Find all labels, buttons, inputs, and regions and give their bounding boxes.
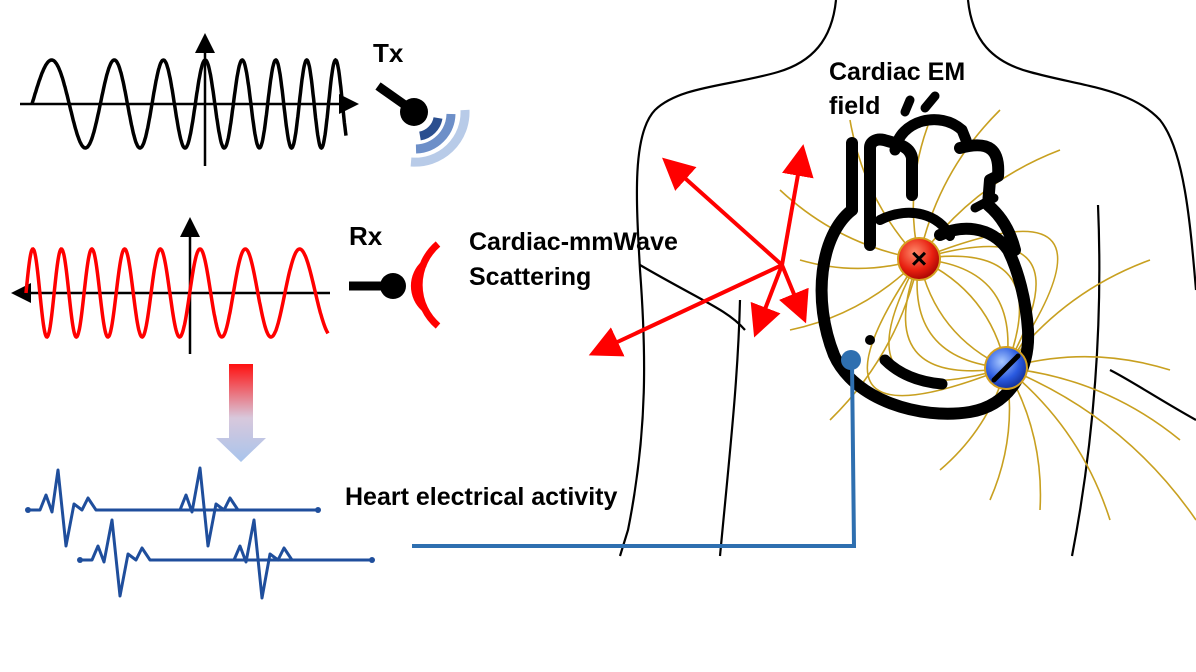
ecg-traces <box>25 468 375 598</box>
receiver-antenna-icon <box>349 244 438 326</box>
conversion-arrow <box>216 364 266 462</box>
electrode-dot <box>841 350 861 370</box>
tx-label: Tx <box>373 38 404 68</box>
transmitter-antenna-icon <box>378 86 465 162</box>
negative-charge <box>985 347 1027 389</box>
tx-waveform <box>20 38 354 166</box>
em-field-label-line2: field <box>829 92 880 120</box>
rx-label: Rx <box>349 221 383 251</box>
positive-charge: × <box>898 238 940 280</box>
scattering-label-line1: Cardiac-mmWave <box>469 228 678 256</box>
electrode-wire <box>412 350 861 546</box>
scattering-label-line2: Scattering <box>469 263 591 291</box>
em-field-lines <box>780 110 1196 520</box>
em-field-label-line1: Cardiac EM <box>829 58 965 86</box>
heart-activity-label: Heart electrical activity <box>345 483 617 511</box>
rx-waveform <box>16 222 330 354</box>
positive-charge-symbol: × <box>911 243 927 274</box>
